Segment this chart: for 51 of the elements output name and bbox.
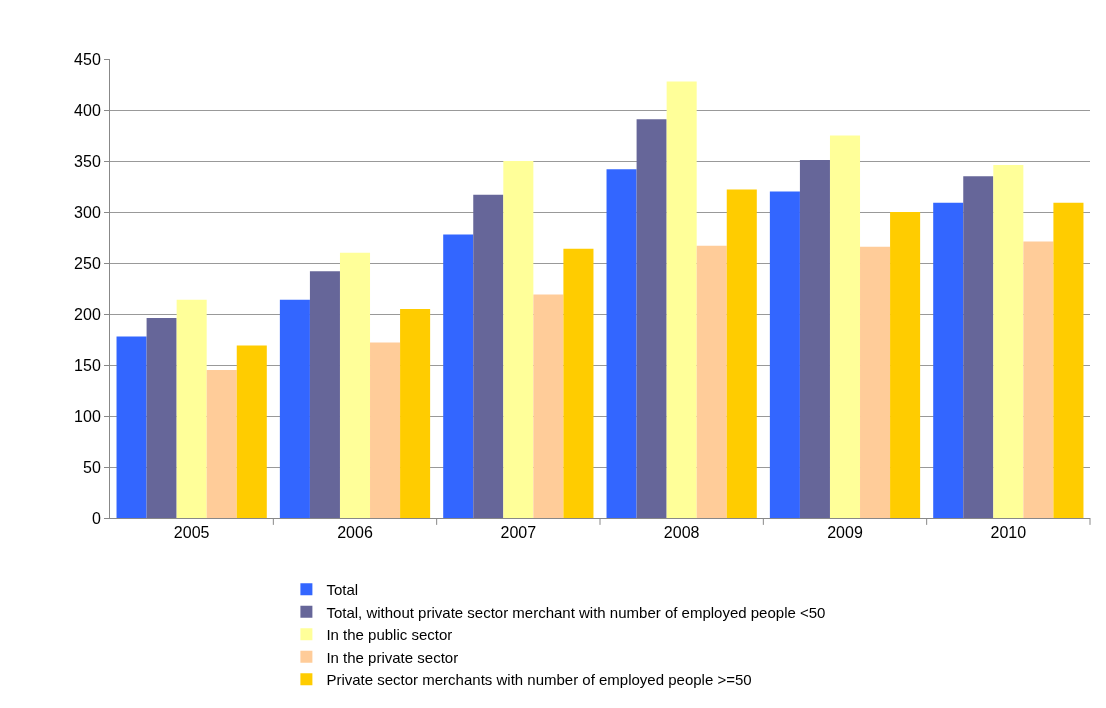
bar [829, 135, 861, 518]
bar [860, 246, 891, 518]
y-tick-label: 400 [74, 101, 101, 119]
legend-label: Private sector merchants with number of employed people >=50 [326, 671, 752, 689]
bar [993, 165, 1024, 518]
legend-label: Total [326, 581, 359, 599]
bar [503, 161, 534, 518]
legend-label: In the private sector [326, 648, 459, 666]
y-tick-label: 450 [74, 50, 101, 68]
x-tick-label: 2005 [173, 524, 210, 542]
bar [339, 252, 371, 518]
y-tick-label: 250 [74, 254, 101, 272]
bar [176, 299, 207, 518]
bar [696, 245, 727, 518]
bar [636, 119, 667, 518]
bar [146, 318, 177, 518]
y-tick-label: 100 [74, 407, 101, 425]
bar [933, 202, 964, 518]
bar [443, 234, 474, 518]
bar [563, 248, 594, 518]
bar [890, 212, 921, 518]
bar [799, 159, 830, 518]
y-tick-label: 150 [74, 356, 101, 374]
bar [963, 176, 994, 518]
bar [1023, 241, 1054, 518]
y-tick-label: 200 [74, 305, 101, 323]
y-tick-label: 300 [74, 203, 101, 221]
bar [309, 271, 340, 518]
bar [116, 336, 147, 518]
bar [533, 294, 564, 518]
bar [606, 169, 637, 518]
bar [666, 81, 697, 518]
legend-label: In the public sector [326, 626, 453, 644]
x-tick-label: 2007 [500, 524, 537, 542]
bar [236, 345, 267, 518]
y-tick-label: 50 [83, 458, 101, 476]
bar [769, 191, 800, 518]
bar [370, 342, 401, 518]
bar [473, 194, 504, 518]
y-tick-label: 350 [74, 152, 101, 170]
bar [1053, 202, 1084, 518]
bar [400, 308, 431, 518]
legend-label: Total, without private sector merchant with number of employed people <50 [326, 603, 826, 621]
x-tick-label: 2006 [337, 524, 373, 542]
y-tick-label: 0 [91, 509, 101, 527]
x-tick-label: 2010 [990, 524, 1027, 542]
x-tick-label: 2008 [663, 524, 700, 542]
bar [726, 189, 757, 518]
bar [206, 370, 237, 518]
bar [279, 299, 310, 518]
x-tick-label: 2009 [827, 524, 863, 542]
